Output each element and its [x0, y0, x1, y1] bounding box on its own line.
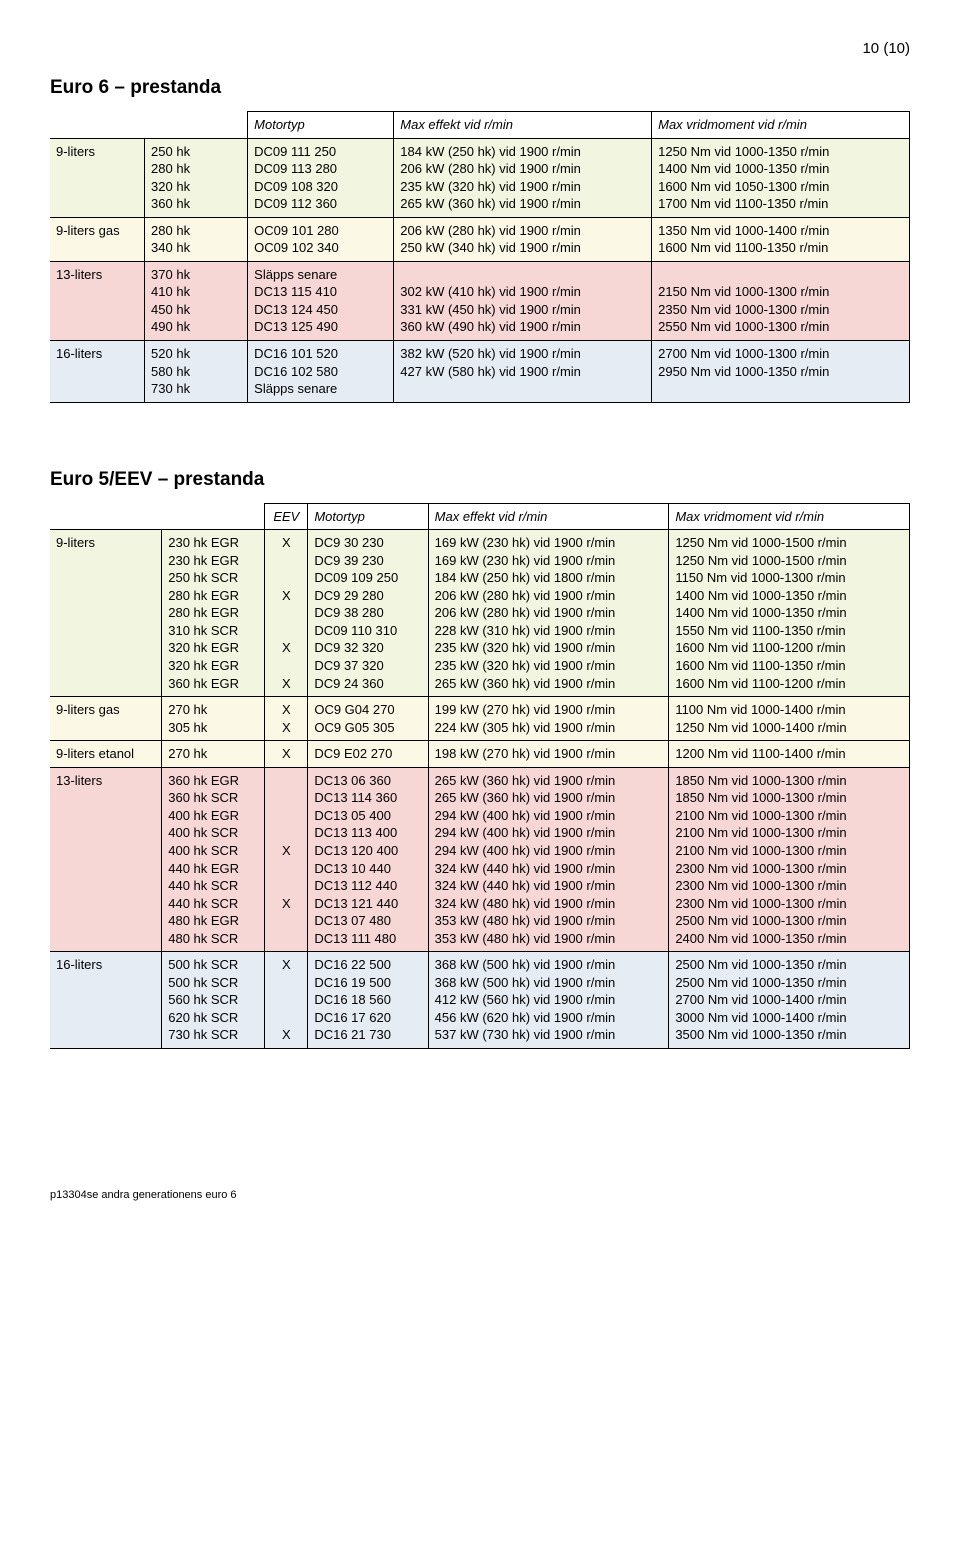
cell: 302 kW (410 hk) vid 1900 r/min 331 kW (4… — [394, 261, 652, 340]
th-blank2 — [145, 112, 248, 139]
cell: 500 hk SCR 500 hk SCR 560 hk SCR 620 hk … — [162, 952, 265, 1049]
cell: 1850 Nm vid 1000-1300 r/min 1850 Nm vid … — [669, 767, 910, 951]
cell: DC9 30 230 DC9 39 230 DC09 109 250 DC9 2… — [308, 530, 428, 697]
cell: X X — [265, 767, 308, 951]
table-row: 9-liters gas270 hk 305 hkX XOC9 G04 270 … — [50, 697, 910, 741]
cell: 250 hk 280 hk 320 hk 360 hk — [145, 138, 248, 217]
th2-blank2 — [162, 503, 265, 530]
cell: 1350 Nm vid 1000-1400 r/min 1600 Nm vid … — [652, 217, 910, 261]
table-row: 9-liters gas280 hk 340 hkOC09 101 280 OC… — [50, 217, 910, 261]
cell-category: 9-liters — [50, 530, 162, 697]
th2-eev: EEV — [265, 503, 308, 530]
table-row: 9-liters etanol270 hkXDC9 E02 270198 kW … — [50, 741, 910, 768]
cell: 2700 Nm vid 1000-1300 r/min 2950 Nm vid … — [652, 341, 910, 403]
cell: 1250 Nm vid 1000-1350 r/min 1400 Nm vid … — [652, 138, 910, 217]
cell-category: 13-liters — [50, 767, 162, 951]
cell: 199 kW (270 hk) vid 1900 r/min 224 kW (3… — [428, 697, 669, 741]
cell: 370 hk 410 hk 450 hk 490 hk — [145, 261, 248, 340]
table-euro6: Motortyp Max effekt vid r/min Max vridmo… — [50, 111, 910, 403]
heading-euro6: Euro 6 – prestanda — [50, 77, 910, 99]
table2-header-row: EEV Motortyp Max effekt vid r/min Max vr… — [50, 503, 910, 530]
th-maxvrid: Max vridmoment vid r/min — [652, 112, 910, 139]
cell: 270 hk — [162, 741, 265, 768]
cell-category: 9-liters gas — [50, 697, 162, 741]
cell: OC9 G04 270 OC9 G05 305 — [308, 697, 428, 741]
cell: DC9 E02 270 — [308, 741, 428, 768]
page-number: 10 (10) — [50, 40, 910, 57]
cell: 184 kW (250 hk) vid 1900 r/min 206 kW (2… — [394, 138, 652, 217]
cell-category: 16-liters — [50, 341, 145, 403]
table-row: 13-liters360 hk EGR 360 hk SCR 400 hk EG… — [50, 767, 910, 951]
table-row: 9-liters230 hk EGR 230 hk EGR 250 hk SCR… — [50, 530, 910, 697]
cell: DC13 06 360 DC13 114 360 DC13 05 400 DC1… — [308, 767, 428, 951]
cell: 265 kW (360 hk) vid 1900 r/min 265 kW (3… — [428, 767, 669, 951]
cell-category: 9-liters gas — [50, 217, 145, 261]
cell-category: 16-liters — [50, 952, 162, 1049]
cell: 230 hk EGR 230 hk EGR 250 hk SCR 280 hk … — [162, 530, 265, 697]
cell: 1200 Nm vid 1100-1400 r/min — [669, 741, 910, 768]
th2-blank1 — [50, 503, 162, 530]
cell: X X X X — [265, 530, 308, 697]
cell: DC09 111 250 DC09 113 280 DC09 108 320 D… — [248, 138, 394, 217]
table-row: 16-liters500 hk SCR 500 hk SCR 560 hk SC… — [50, 952, 910, 1049]
heading-euro5: Euro 5/EEV – prestanda — [50, 469, 910, 491]
th2-motortyp: Motortyp — [308, 503, 428, 530]
cell-category: 9-liters — [50, 138, 145, 217]
cell: 1250 Nm vid 1000-1500 r/min 1250 Nm vid … — [669, 530, 910, 697]
cell: 206 kW (280 hk) vid 1900 r/min 250 kW (3… — [394, 217, 652, 261]
cell: 169 kW (230 hk) vid 1900 r/min 169 kW (2… — [428, 530, 669, 697]
table-row: 9-liters250 hk 280 hk 320 hk 360 hkDC09 … — [50, 138, 910, 217]
table-euro5: EEV Motortyp Max effekt vid r/min Max vr… — [50, 503, 910, 1049]
cell: X X — [265, 697, 308, 741]
cell: 2500 Nm vid 1000-1350 r/min 2500 Nm vid … — [669, 952, 910, 1049]
cell-category: 9-liters etanol — [50, 741, 162, 768]
cell: 360 hk EGR 360 hk SCR 400 hk EGR 400 hk … — [162, 767, 265, 951]
cell: DC16 101 520 DC16 102 580 Släpps senare — [248, 341, 394, 403]
table-header-row: Motortyp Max effekt vid r/min Max vridmo… — [50, 112, 910, 139]
th2-maxeffekt: Max effekt vid r/min — [428, 503, 669, 530]
cell: 198 kW (270 hk) vid 1900 r/min — [428, 741, 669, 768]
table-row: 16-liters520 hk 580 hk 730 hkDC16 101 52… — [50, 341, 910, 403]
cell: 1100 Nm vid 1000-1400 r/min 1250 Nm vid … — [669, 697, 910, 741]
cell: X — [265, 741, 308, 768]
cell: 2150 Nm vid 1000-1300 r/min 2350 Nm vid … — [652, 261, 910, 340]
th-maxeffekt: Max effekt vid r/min — [394, 112, 652, 139]
th-blank1 — [50, 112, 145, 139]
th2-maxvrid: Max vridmoment vid r/min — [669, 503, 910, 530]
cell: DC16 22 500 DC16 19 500 DC16 18 560 DC16… — [308, 952, 428, 1049]
footer-text: p13304se andra generationens euro 6 — [50, 1189, 910, 1201]
table-row: 13-liters370 hk 410 hk 450 hk 490 hkSläp… — [50, 261, 910, 340]
th-motortyp: Motortyp — [248, 112, 394, 139]
cell-category: 13-liters — [50, 261, 145, 340]
cell: X X — [265, 952, 308, 1049]
cell: 382 kW (520 hk) vid 1900 r/min 427 kW (5… — [394, 341, 652, 403]
cell: 368 kW (500 hk) vid 1900 r/min 368 kW (5… — [428, 952, 669, 1049]
cell: 280 hk 340 hk — [145, 217, 248, 261]
cell: 520 hk 580 hk 730 hk — [145, 341, 248, 403]
cell: OC09 101 280 OC09 102 340 — [248, 217, 394, 261]
cell: 270 hk 305 hk — [162, 697, 265, 741]
cell: Släpps senare DC13 115 410 DC13 124 450 … — [248, 261, 394, 340]
